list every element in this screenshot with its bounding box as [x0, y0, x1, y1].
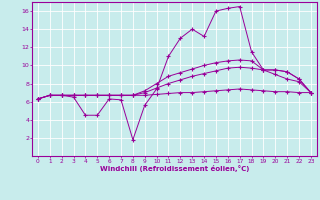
X-axis label: Windchill (Refroidissement éolien,°C): Windchill (Refroidissement éolien,°C) [100, 165, 249, 172]
